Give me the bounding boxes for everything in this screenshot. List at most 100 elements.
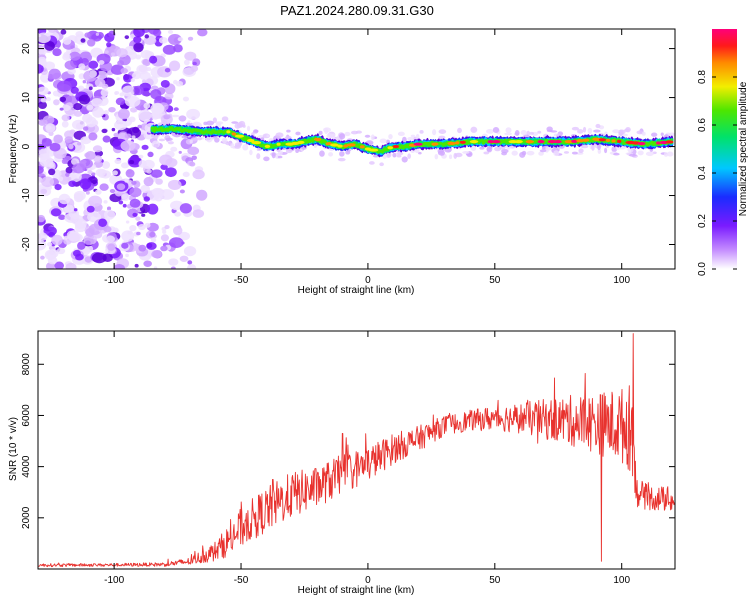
spectrogram-x-axis-label: Height of straight line (km) xyxy=(298,285,415,296)
heatmap-halo-blob xyxy=(313,144,318,148)
heatmap-noise-blob xyxy=(196,189,208,201)
heatmap-noise-blob xyxy=(52,48,62,57)
snr-x-tick-label: -50 xyxy=(234,575,249,586)
heatmap-noise-blob xyxy=(102,135,111,143)
spectrogram-x-tick-label: 100 xyxy=(613,275,630,286)
heatmap-noise-blob xyxy=(82,126,89,131)
heatmap-halo-blob xyxy=(504,132,513,136)
heatmap-noise-blob xyxy=(124,95,141,108)
heatmap-noise-blob xyxy=(70,86,79,94)
heatmap-noise-blob xyxy=(144,222,151,228)
heatmap-halo-blob xyxy=(165,137,173,141)
heatmap-noise-blob xyxy=(133,29,145,38)
heatmap-peak-cell xyxy=(581,138,590,142)
heatmap-noise-blob xyxy=(125,220,130,224)
heatmap-noise-blob xyxy=(38,63,44,74)
heatmap-noise-blob xyxy=(54,183,62,191)
heatmap-noise-blob xyxy=(133,36,142,44)
snr-x-tick-label: -100 xyxy=(104,575,124,586)
heatmap-halo-blob xyxy=(275,132,284,138)
heatmap-noise-blob xyxy=(109,188,116,194)
heatmap-noise-blob xyxy=(101,128,108,134)
heatmap-halo-blob xyxy=(388,133,393,140)
heatmap-noise-blob xyxy=(178,150,182,154)
heatmap-noise-blob xyxy=(187,260,193,265)
heatmap-noise-blob xyxy=(164,92,174,100)
heatmap-noise-blob xyxy=(61,158,68,165)
heatmap-halo-blob xyxy=(582,126,587,133)
heatmap-noise-blob xyxy=(82,80,87,84)
heatmap-noise-blob xyxy=(124,35,130,40)
heatmap-noise-blob xyxy=(143,260,152,267)
heatmap-noise-blob xyxy=(115,97,126,106)
heatmap-halo-blob xyxy=(593,129,601,133)
heatmap-noise-blob xyxy=(77,85,85,91)
heatmap-halo-blob xyxy=(345,150,351,155)
heatmap-noise-blob xyxy=(138,154,144,159)
heatmap-noise-blob xyxy=(78,63,86,71)
heatmap-noise-blob xyxy=(42,153,50,160)
heatmap-noise-blob xyxy=(173,226,183,236)
heatmap-noise-blob xyxy=(98,218,108,227)
heatmap-noise-blob xyxy=(112,227,119,233)
heatmap-peak-cell xyxy=(487,140,494,144)
heatmap-noise-blob xyxy=(164,67,171,73)
heatmap-halo-blob xyxy=(181,135,188,139)
heatmap-halo-blob xyxy=(295,131,301,136)
heatmap-noise-blob xyxy=(73,192,84,203)
heatmap-noise-blob xyxy=(120,140,136,152)
heatmap-noise-blob xyxy=(92,145,103,153)
heatmap-noise-blob xyxy=(38,165,44,175)
heatmap-noise-blob xyxy=(197,29,208,37)
heatmap-noise-blob xyxy=(167,179,182,190)
heatmap-peak-cell xyxy=(455,141,460,145)
heatmap-noise-blob xyxy=(79,178,92,190)
heatmap-halo-blob xyxy=(323,127,331,133)
heatmap-halo-blob xyxy=(189,139,193,144)
heatmap-halo-blob xyxy=(249,149,253,156)
heatmap-noise-blob xyxy=(130,78,135,82)
heatmap-peak-cell xyxy=(571,139,578,143)
heatmap-noise-blob xyxy=(191,155,197,161)
heatmap-noise-blob xyxy=(112,170,118,176)
heatmap-noise-blob xyxy=(128,116,136,123)
heatmap-noise-blob xyxy=(78,94,91,105)
heatmap-halo-blob xyxy=(203,121,208,126)
heatmap-noise-blob xyxy=(86,205,95,213)
heatmap-noise-blob xyxy=(65,166,73,174)
heatmap-noise-blob xyxy=(121,193,130,202)
snr-plot-area xyxy=(38,331,675,569)
heatmap-noise-blob xyxy=(135,54,142,60)
heatmap-noise-blob xyxy=(48,68,61,80)
heatmap-halo-blob xyxy=(505,127,512,134)
heatmap-noise-blob xyxy=(147,203,159,215)
heatmap-noise-blob xyxy=(103,226,112,233)
heatmap-noise-blob xyxy=(132,71,142,80)
heatmap-noise-blob xyxy=(118,200,124,205)
spectrogram-x-tick-label: -100 xyxy=(104,275,124,286)
heatmap-halo-blob xyxy=(645,151,654,157)
heatmap-halo-blob xyxy=(470,126,478,133)
spectrogram-x-tick-label: 0 xyxy=(365,275,371,286)
spectrogram-x-ticks: -100 -50 0 50 100 xyxy=(104,29,630,286)
heatmap-halo-blob xyxy=(328,152,334,157)
heatmap-noise-blob xyxy=(116,77,120,81)
heatmap-halo-blob xyxy=(407,153,411,159)
heatmap-peak-cell xyxy=(537,140,545,144)
heatmap-noise-blob xyxy=(143,102,151,109)
spectrogram-y-tick-label: -10 xyxy=(21,188,32,203)
heatmap-noise-blob xyxy=(170,266,176,269)
heatmap-noise-blob xyxy=(39,73,51,83)
heatmap-noise-blob xyxy=(56,80,72,92)
heatmap-halo-blob xyxy=(604,147,608,154)
heatmap-noise-blob xyxy=(77,241,86,250)
heatmap-halo-blob xyxy=(344,131,351,137)
heatmap-noise-blob xyxy=(127,156,143,168)
heatmap-noise-blob xyxy=(41,137,52,147)
heatmap-noise-blob xyxy=(170,146,178,152)
heatmap-noise-blob xyxy=(125,253,129,258)
heatmap-noise-blob xyxy=(160,234,170,242)
heatmap-halo-blob xyxy=(379,138,387,144)
heatmap-noise-blob xyxy=(133,85,144,96)
heatmap-peak-cell xyxy=(459,140,466,144)
